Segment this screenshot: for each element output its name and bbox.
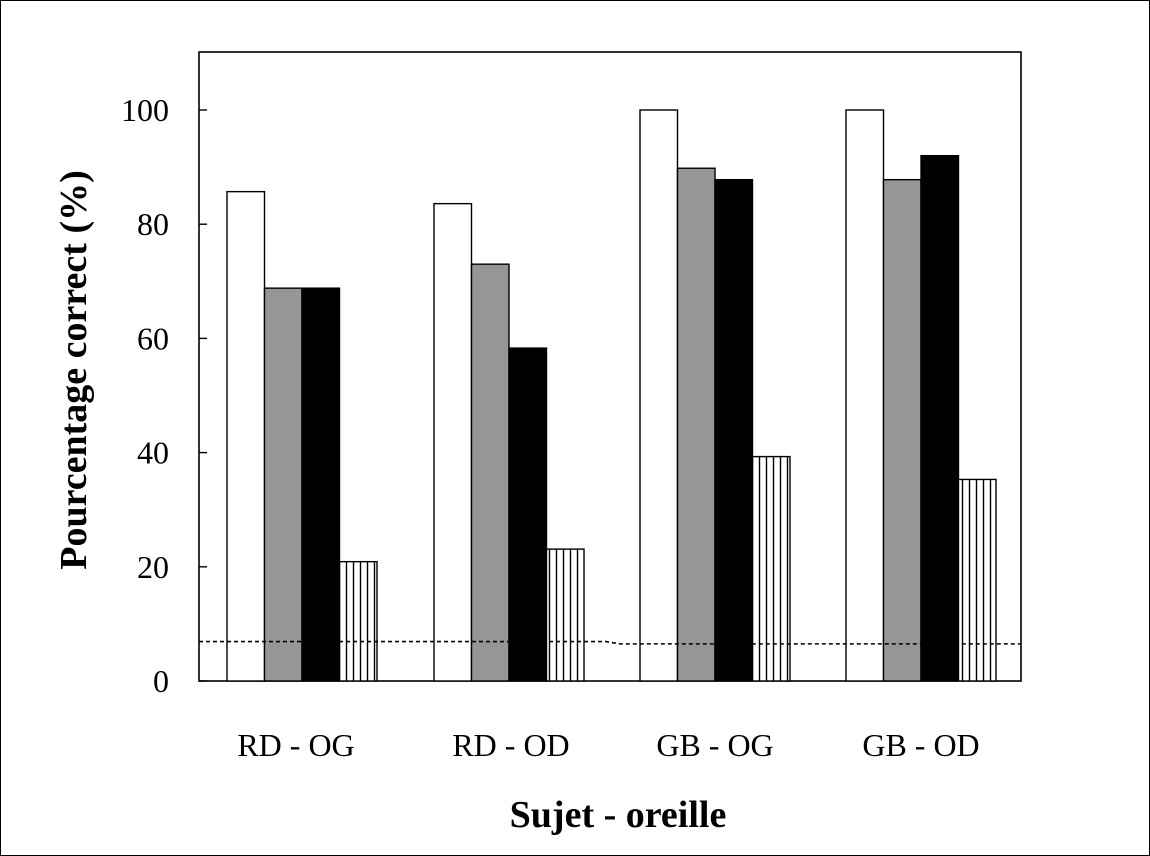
- x-axis: RD - OG RD - OD GB - OG GB - OD: [237, 727, 979, 763]
- x-category-label: GB - OD: [862, 727, 979, 763]
- bar-white-4: [845, 109, 885, 682]
- bar-striped-3: [751, 455, 791, 682]
- bar-black-4: [920, 154, 960, 682]
- chance-level-line: [199, 640, 1021, 645]
- bars-group: [226, 109, 997, 682]
- bar-white-1: [226, 190, 266, 682]
- chance-line: [199, 640, 1021, 645]
- bar-black-3: [714, 178, 754, 682]
- x-axis-title: Sujet - oreille: [510, 794, 727, 836]
- bar-white-2: [433, 202, 473, 682]
- y-tick-label: 0: [153, 663, 169, 699]
- bar-striped-1: [338, 560, 378, 682]
- y-tick-label: 80: [137, 206, 169, 242]
- bar-black-1: [301, 287, 341, 682]
- x-category-label: GB - OG: [656, 727, 773, 763]
- y-tick-label: 100: [121, 92, 169, 128]
- bar-striped-4: [957, 478, 997, 682]
- x-category-label: RD - OD: [452, 727, 569, 763]
- bar-gray-3: [676, 167, 716, 682]
- y-tick-label: 60: [137, 320, 169, 356]
- bar-gray-4: [882, 178, 922, 682]
- y-axis-title: Pourcentage correct (%): [53, 170, 95, 570]
- plot-border: [198, 51, 1022, 682]
- x-category-label: RD - OG: [237, 727, 354, 763]
- bar-striped-2: [545, 548, 585, 682]
- bar-black-2: [508, 347, 548, 682]
- bar-gray-2: [470, 263, 510, 682]
- y-tick-label: 20: [137, 549, 169, 585]
- bar-white-3: [639, 109, 679, 682]
- y-axis: 0 20 40 60 80 100: [121, 92, 207, 699]
- y-tick-label: 40: [137, 435, 169, 471]
- plot-area: [198, 51, 1022, 682]
- bar-gray-1: [263, 287, 303, 682]
